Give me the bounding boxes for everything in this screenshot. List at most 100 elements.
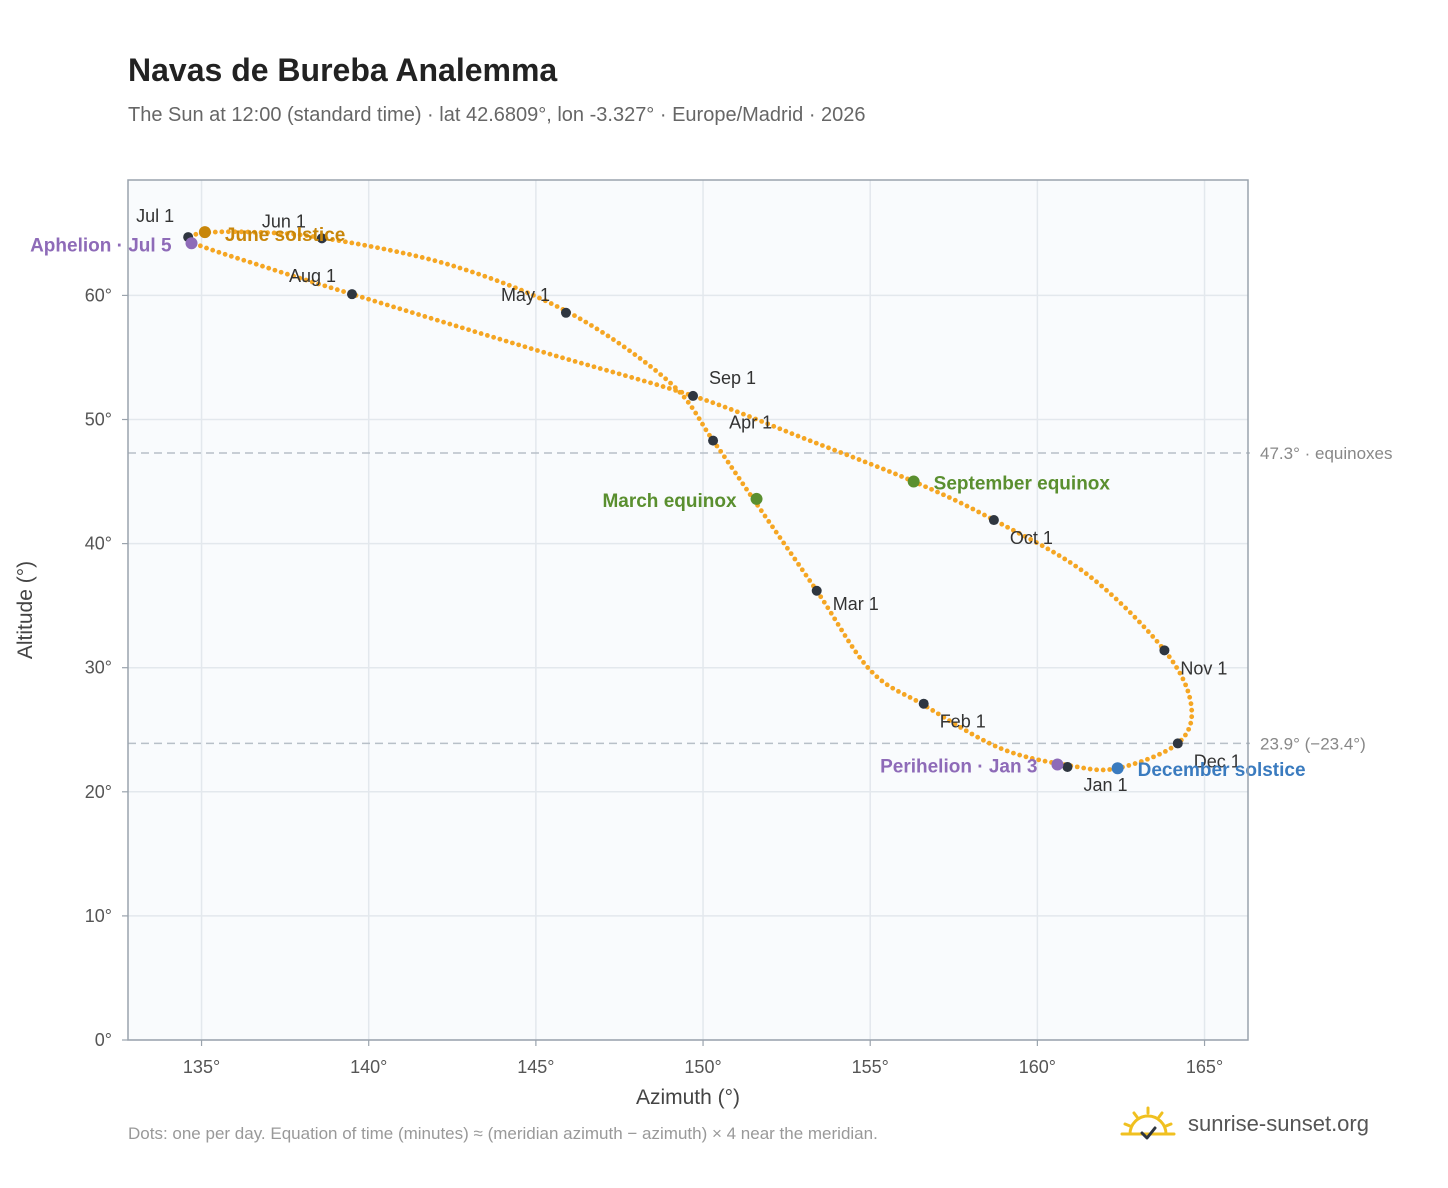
daily-dot	[734, 409, 740, 415]
daily-dot	[770, 524, 775, 530]
daily-dot	[880, 466, 886, 472]
daily-dot	[494, 278, 500, 284]
analemma-curve	[186, 229, 1195, 773]
daily-dot	[554, 304, 560, 309]
daily-dot	[963, 728, 969, 734]
month-marker	[988, 515, 999, 526]
month-label: Nov 1	[1180, 658, 1227, 678]
daily-dot	[998, 746, 1004, 751]
daily-dot	[803, 572, 809, 578]
daily-dot	[1138, 759, 1144, 764]
month-label: Jul 1	[136, 206, 174, 226]
daily-dot	[1170, 659, 1176, 665]
daily-dot	[826, 445, 831, 451]
daily-dot	[842, 633, 848, 638]
daily-dot	[744, 486, 749, 492]
daily-dot	[541, 349, 547, 355]
daily-dot	[503, 338, 509, 344]
daily-dot	[271, 230, 277, 236]
daily-dot	[874, 674, 880, 680]
daily-dot	[1083, 571, 1089, 577]
daily-dot	[1145, 629, 1151, 634]
daily-dot	[297, 232, 303, 238]
daily-dot	[1132, 761, 1138, 766]
daily-dot	[1005, 524, 1010, 530]
plot-area	[128, 180, 1248, 1040]
daily-dot	[409, 310, 415, 316]
daily-dot	[753, 416, 758, 422]
daily-dot	[328, 285, 334, 291]
daily-dot	[355, 241, 361, 247]
daily-dot	[696, 416, 702, 422]
daily-dot	[204, 245, 209, 251]
chart-subtitle: The Sun at 12:00 (standard time) · lat 4…	[128, 104, 866, 126]
month-markers: Jan 1 Feb 1 Mar 1 Apr 1 May 1 Jun 1 Jul 1 Aug 1…	[136, 206, 1241, 795]
daily-dot	[535, 348, 540, 353]
x-tick-label: 150°	[684, 1057, 721, 1077]
daily-dot	[1016, 530, 1022, 536]
daily-dot	[219, 229, 225, 235]
daily-dot	[999, 521, 1005, 527]
daily-dot	[591, 364, 597, 370]
month-marker	[316, 233, 327, 244]
daily-dot	[1010, 527, 1016, 533]
daily-dot	[291, 231, 297, 237]
chart-title: Navas de Bureba Analemma	[128, 52, 558, 88]
y-tick-label: 50°	[85, 410, 112, 430]
daily-dot	[528, 346, 534, 352]
daily-dot	[476, 271, 482, 277]
daily-dot	[542, 298, 548, 304]
daily-dot	[597, 366, 603, 371]
daily-dot	[193, 231, 199, 237]
daily-dot	[901, 692, 907, 697]
daily-dot	[1081, 765, 1087, 771]
daily-dot	[861, 660, 866, 665]
month-label: Mar 1	[833, 594, 879, 614]
daily-dot	[413, 253, 419, 259]
daily-dot	[451, 263, 457, 269]
daily-dot	[879, 678, 885, 684]
daily-dot	[958, 725, 964, 730]
daily-dot	[519, 287, 524, 293]
daily-dot	[316, 281, 321, 287]
month-marker	[918, 698, 929, 709]
daily-dot	[616, 371, 622, 377]
daily-dot	[635, 376, 641, 382]
daily-dot	[349, 240, 355, 246]
daily-dot	[583, 319, 589, 325]
reference-line-label: 23.9° (−23.4°)	[1260, 734, 1366, 753]
daily-dot	[235, 255, 240, 261]
daily-dot	[1118, 601, 1124, 606]
daily-dot	[387, 247, 393, 253]
daily-dot	[403, 308, 409, 314]
daily-dot	[729, 465, 735, 470]
daily-dot	[1150, 634, 1156, 639]
daily-dot	[394, 249, 400, 255]
daily-dot	[1157, 751, 1162, 757]
daily-dot	[589, 323, 594, 328]
daily-dot	[1011, 750, 1016, 756]
daily-dot	[698, 396, 703, 401]
daily-dot	[1177, 670, 1183, 676]
daily-dot	[212, 229, 218, 235]
daily-dot	[623, 373, 628, 379]
daily-dot	[566, 357, 572, 363]
daily-dot	[846, 638, 851, 644]
daily-dot	[807, 578, 813, 583]
december-solstice-marker	[1111, 762, 1124, 775]
daily-dot	[627, 348, 632, 354]
daily-dot	[1141, 624, 1147, 630]
daily-dot	[673, 387, 678, 393]
brand-logo-link[interactable]: sunrise-sunset.org	[1120, 1100, 1369, 1148]
daily-dot	[1145, 756, 1150, 762]
month-marker	[811, 585, 822, 596]
daily-dot	[930, 708, 936, 713]
daily-dot	[457, 265, 463, 271]
daily-dot	[777, 426, 783, 432]
daily-dot	[637, 356, 643, 361]
daily-dot	[378, 300, 384, 306]
daily-dot	[222, 251, 228, 257]
daily-dot	[685, 399, 691, 405]
daily-dot	[1168, 745, 1174, 751]
daily-dot	[459, 325, 465, 331]
